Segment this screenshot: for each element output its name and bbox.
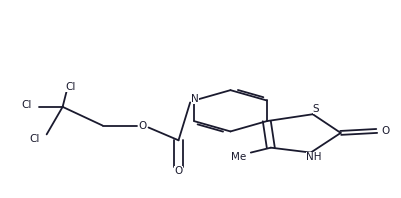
Text: NH: NH bbox=[306, 152, 322, 163]
Text: Cl: Cl bbox=[30, 134, 40, 144]
Text: Me: Me bbox=[231, 152, 247, 163]
Text: N: N bbox=[191, 93, 199, 104]
Text: Cl: Cl bbox=[22, 100, 32, 110]
Text: Cl: Cl bbox=[65, 82, 76, 92]
Text: O: O bbox=[174, 166, 182, 176]
Text: O: O bbox=[381, 126, 390, 136]
Text: O: O bbox=[138, 121, 147, 130]
Text: S: S bbox=[313, 104, 319, 114]
